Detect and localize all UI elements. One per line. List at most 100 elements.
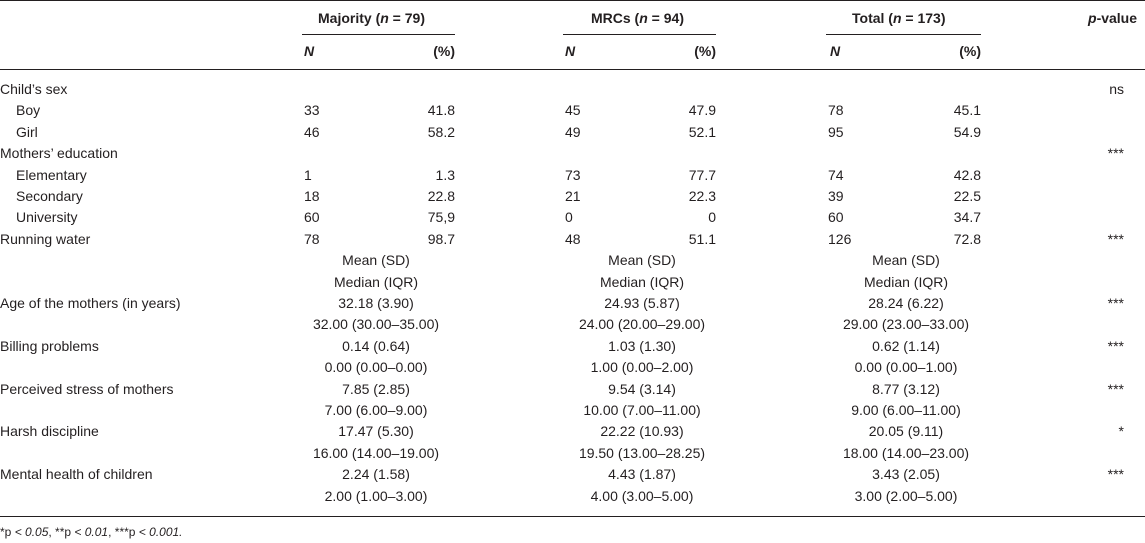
cell-mean-sd: 32.18 (3.90)	[338, 295, 414, 311]
cell-median-iqr: 18.00 (14.00–23.00)	[842, 444, 970, 461]
group-header-n: n	[639, 10, 648, 26]
row-label: Perceived stress of mothers	[0, 380, 174, 397]
row-label: University	[16, 209, 78, 226]
stat-header-mean: Mean (SD)	[608, 252, 676, 269]
footnote-segment: < 0.05	[14, 525, 49, 539]
cell-pct: 42.8	[953, 166, 981, 183]
cell-median-iqr: 10.00 (7.00–11.00)	[583, 402, 701, 418]
row-label: Harsh discipline	[0, 423, 99, 440]
row-label: Mental health of children	[0, 466, 153, 483]
top-rule	[0, 0, 1145, 1]
group-header-mrcs: MRCs (n = 94)	[591, 8, 684, 29]
cell-median-iqr: 32.00 (30.00–35.00)	[312, 316, 440, 333]
cell-n: 33	[304, 102, 320, 119]
cell-pct: 22.5	[953, 188, 981, 204]
cell-n: 60	[304, 209, 320, 226]
cell-pct: 75,9	[427, 209, 455, 226]
cell-median-iqr: 9.00 (6.00–11.00)	[851, 402, 961, 418]
cell-pvalue: ***	[1107, 337, 1124, 354]
cell-n: 126	[828, 230, 852, 247]
cell-median-iqr: 4.00 (3.00–5.00)	[590, 487, 694, 504]
cell-pvalue: ***	[1107, 295, 1124, 311]
cell-pct: 41.8	[427, 102, 455, 119]
row-label: Secondary	[16, 188, 83, 204]
cell-n: 49	[565, 123, 581, 140]
subheader-n: N	[830, 43, 841, 59]
cell-mean-sd: 20.05 (9.11)	[868, 423, 944, 440]
cell-pvalue: ***	[1107, 466, 1124, 483]
cell-mean-sd: 2.24 (1.58)	[342, 466, 410, 483]
group-header-post: = 173)	[901, 10, 946, 26]
pvalue-header-p: p	[1088, 10, 1097, 26]
cell-n: 39	[828, 188, 844, 204]
cell-mean-sd: 28.24 (6.22)	[868, 295, 944, 311]
cell-n: 1	[304, 166, 312, 183]
header-rule	[0, 69, 1145, 70]
cell-mean-sd: 17.47 (5.30)	[338, 423, 414, 440]
cell-pct: 34.7	[953, 209, 981, 226]
cell-pvalue: ***	[1107, 380, 1124, 397]
group-header-n: n	[892, 10, 902, 26]
cell-pct: 54.9	[953, 123, 981, 140]
table-footnote: *p < 0.05, **p < 0.01, ***p < 0.001.	[0, 522, 183, 543]
cell-n: 18	[304, 188, 320, 204]
cell-n: 73	[565, 166, 581, 183]
cell-mean-sd: 1.03 (1.30)	[608, 337, 676, 354]
cell-n: 78	[828, 102, 844, 119]
cell-mean-sd: 4.43 (1.87)	[608, 466, 676, 483]
cell-median-iqr: 24.00 (20.00–29.00)	[578, 316, 706, 333]
row-label: Child’s sex	[0, 81, 68, 97]
cell-n: 45	[565, 102, 581, 119]
cell-median-iqr: 0.00 (0.00–0.00)	[324, 359, 428, 376]
group-header-pre: MRCs (	[591, 10, 640, 26]
cell-median-iqr: 19.50 (13.00–28.25)	[578, 444, 706, 461]
group-rule-total	[826, 34, 981, 35]
cell-pvalue: ns	[1109, 81, 1124, 97]
group-header-pre: Majority (	[318, 10, 381, 26]
pvalue-header-rest: -value	[1096, 10, 1138, 26]
cell-pct: 52.1	[688, 123, 716, 140]
row-label: Mothers’ education	[0, 145, 118, 162]
subheader-n: N	[565, 43, 576, 59]
row-label: Girl	[16, 123, 38, 140]
row-label: Boy	[16, 102, 41, 119]
footnote-segment: , **p	[48, 525, 75, 539]
cell-mean-sd: 8.77 (3.12)	[872, 380, 940, 397]
cell-pct: 45.1	[953, 102, 981, 119]
cell-n: 21	[565, 188, 581, 204]
cell-mean-sd: 24.93 (5.87)	[604, 295, 680, 311]
cell-pct: 47.9	[688, 102, 716, 119]
cell-median-iqr: 7.00 (6.00–9.00)	[324, 402, 428, 418]
row-label: Running water	[0, 230, 91, 247]
cell-n: 46	[304, 123, 320, 140]
cell-median-iqr: 29.00 (23.00–33.00)	[842, 316, 970, 333]
footnote-segment: < 0.001.	[138, 525, 183, 539]
group-header-n: n	[380, 10, 389, 26]
cell-n: 74	[828, 166, 844, 183]
cell-median-iqr: 16.00 (14.00–19.00)	[312, 444, 440, 461]
group-rule-majority	[302, 34, 455, 35]
stat-header-median: Median (IQR)	[599, 273, 685, 290]
cell-median-iqr: 0.00 (0.00–1.00)	[854, 359, 958, 376]
cell-n: 95	[828, 123, 844, 140]
cell-pvalue: ***	[1107, 230, 1124, 247]
row-label: Age of the mothers (in years)	[0, 295, 181, 311]
cell-n: 0	[565, 209, 573, 226]
cell-mean-sd: 3.43 (2.05)	[872, 466, 940, 483]
cell-pct: 72.8	[953, 230, 981, 247]
stat-header-median: Median (IQR)	[333, 273, 419, 290]
cell-n: 48	[565, 230, 581, 247]
cell-n: 78	[304, 230, 320, 247]
cell-mean-sd: 22.22 (10.93)	[600, 423, 684, 440]
group-header-total: Total (n = 173)	[852, 8, 946, 29]
pvalue-header: p-value	[1088, 8, 1137, 29]
group-header-majority: Majority (n = 79)	[318, 8, 425, 29]
cell-mean-sd: 0.14 (0.64)	[342, 337, 410, 354]
cell-median-iqr: 2.00 (1.00–3.00)	[324, 487, 428, 504]
group-rule-mrcs	[563, 34, 716, 35]
cell-mean-sd: 9.54 (3.14)	[608, 380, 676, 397]
cell-pct: 22.8	[427, 188, 455, 204]
subheader-n: N	[304, 43, 315, 59]
row-label: Billing problems	[0, 337, 99, 354]
